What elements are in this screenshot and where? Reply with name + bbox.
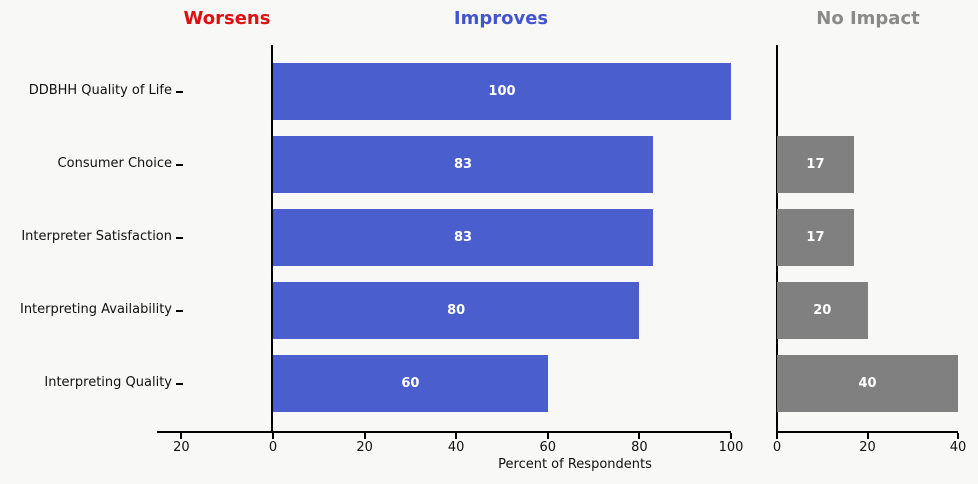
- axis-line-main: [157, 431, 731, 433]
- x-tick-label-main: 60: [539, 440, 557, 455]
- x-tick-mark-no-impact: [776, 433, 778, 439]
- bar-value-label: 100: [488, 84, 516, 99]
- bar-value-label: 17: [806, 157, 825, 172]
- category-tick-mark: [176, 90, 183, 93]
- bar-no-impact: 17: [777, 209, 854, 266]
- x-tick-mark-main: [272, 433, 274, 439]
- x-tick-label-no-impact: 20: [859, 440, 876, 455]
- zero-line-improves: [271, 45, 273, 433]
- category-tick-mark: [176, 309, 183, 312]
- x-tick-label-main: 40: [447, 440, 465, 455]
- x-axis-label: Percent of Respondents: [498, 457, 652, 472]
- column-header-improves: Improves: [453, 8, 549, 29]
- x-tick-label-main: 20: [356, 440, 373, 455]
- bar-improves: 83: [273, 136, 654, 193]
- x-tick-label-no-impact: 0: [772, 440, 782, 455]
- category-label: Interpreting Availability: [19, 301, 172, 317]
- category-label: DDBHH Quality of Life: [28, 82, 172, 98]
- x-tick-mark-main: [455, 433, 458, 439]
- category-label: Interpreting Quality: [44, 374, 172, 390]
- bar-no-impact: 17: [777, 136, 854, 193]
- bar-value-label: 83: [454, 230, 473, 245]
- category-label: Consumer Choice: [57, 155, 172, 171]
- bar-value-label: 40: [858, 376, 877, 391]
- category-label: Interpreter Satisfaction: [21, 228, 172, 244]
- x-tick-mark-no-impact: [957, 433, 959, 439]
- bar-no-impact: 20: [777, 282, 868, 339]
- column-header-no-impact: No Impact: [816, 8, 920, 29]
- x-tick-label-main: 20: [173, 440, 190, 455]
- x-tick-label-no-impact: 40: [949, 440, 967, 455]
- x-tick-mark-main: [363, 433, 366, 439]
- x-tick-label-main: 100: [718, 440, 744, 455]
- bar-improves: 60: [273, 355, 548, 412]
- bar-value-label: 83: [454, 157, 473, 172]
- bar-value-label: 17: [806, 230, 825, 245]
- category-tick-mark: [176, 163, 183, 166]
- x-tick-mark-main: [638, 433, 641, 439]
- bar-no-impact: 40: [777, 355, 958, 412]
- axis-line-no-impact: [776, 431, 958, 433]
- category-tick-mark: [176, 382, 183, 385]
- x-tick-label-main: 80: [631, 440, 648, 455]
- bar-value-label: 80: [447, 303, 466, 318]
- category-tick-mark: [176, 236, 183, 239]
- bar-improves: 80: [273, 282, 640, 339]
- x-tick-mark-main: [546, 433, 549, 439]
- column-header-worsens: Worsens: [183, 8, 271, 29]
- bar-improves: 83: [273, 209, 654, 266]
- bar-improves: 100: [273, 63, 731, 120]
- x-tick-mark-no-impact: [866, 433, 869, 439]
- x-tick-label-main: 0: [268, 440, 278, 455]
- x-tick-mark-main: [730, 433, 732, 439]
- x-tick-mark-main: [180, 433, 183, 439]
- bar-value-label: 20: [813, 303, 832, 318]
- bar-value-label: 60: [401, 376, 420, 391]
